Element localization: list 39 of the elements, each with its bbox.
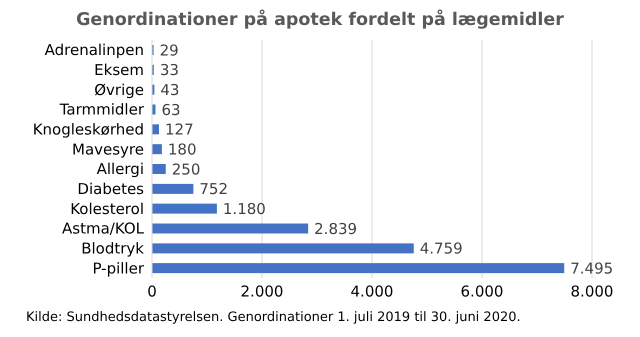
bar	[152, 224, 308, 234]
chart-title: Genordinationer på apotek fordelt på lægemidler	[75, 10, 565, 30]
data-label: 180	[168, 140, 197, 158]
data-label: 7.495	[570, 259, 614, 278]
y-tick-label: Øvrige	[94, 80, 144, 99]
bar	[152, 204, 217, 214]
data-label: 1.180	[222, 200, 266, 218]
bar	[152, 243, 414, 254]
x-tick-label: 4.000	[350, 282, 394, 301]
data-label: 752	[199, 180, 228, 198]
bar	[152, 184, 194, 194]
y-tick-label: Tarmmidler	[58, 100, 145, 119]
x-tick-label: 6.000	[460, 282, 504, 301]
y-tick-label: Knogleskørhed	[32, 120, 144, 139]
y-tick-label: Eksem	[94, 61, 144, 80]
bar	[152, 263, 564, 274]
data-label: 43	[160, 80, 180, 99]
y-tick-label: Allergi	[96, 160, 144, 178]
y-tick-label: Adrenalinpen	[44, 41, 144, 60]
text: Kilde: Sundhedsdatastyrelsen. Genordinationer 1. juli 2019 til 30. juni 2020.	[26, 310, 521, 325]
y-tick-label: Blodtryk	[81, 240, 144, 258]
data-label: 33	[160, 61, 179, 80]
y-tick-label: Diabetes	[77, 180, 144, 198]
bar	[152, 144, 162, 154]
data-label: 29	[160, 41, 179, 60]
y-tick-label: P-piller	[92, 259, 145, 278]
bar	[152, 124, 159, 134]
data-label: 4.759	[420, 240, 463, 258]
y-tick-label: Kolesterol	[70, 200, 144, 218]
data-label: 127	[164, 120, 194, 139]
x-tick-label: 0	[147, 282, 157, 301]
data-label: 63	[161, 100, 181, 119]
data-label: 250	[172, 160, 200, 178]
x-tick-label: 2.000	[240, 282, 284, 301]
bar	[152, 164, 166, 174]
y-tick-label: Mavesyre	[72, 140, 144, 158]
y-tick-label: Astma/KOL	[62, 220, 145, 238]
x-tick-label: 8.000	[570, 282, 614, 301]
data-label: 2.839	[314, 220, 358, 238]
